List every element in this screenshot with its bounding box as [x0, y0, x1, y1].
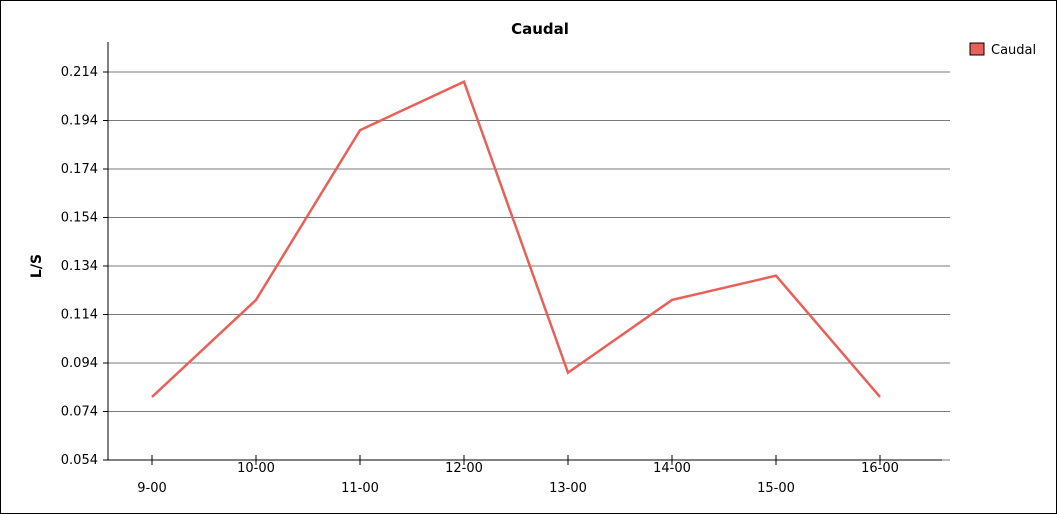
- y-tick-label: 0.094: [61, 356, 98, 371]
- y-tick-label: 0.174: [61, 162, 98, 177]
- legend-label-caudal: Caudal: [991, 43, 1036, 58]
- y-tick-label: 0.194: [61, 114, 98, 129]
- y-tick-label: 0.054: [61, 453, 98, 468]
- x-tick-labels: 9-00 10-00 11-00 12-00 13-00 14-00 15-00 16-00: [137, 455, 899, 496]
- legend-swatch-caudal: [969, 42, 985, 56]
- x-tick-label: 9-00: [137, 481, 167, 496]
- series-line-0: [151, 79, 881, 398]
- chart-title: Caudal: [511, 20, 569, 38]
- y-tick-label: 0.154: [61, 211, 98, 226]
- x-tick-label: 11-00: [341, 481, 379, 496]
- y-axis-label: L/S: [29, 254, 45, 278]
- x-tick-label: 13-00: [549, 481, 587, 496]
- legend: Caudal: [969, 42, 1036, 58]
- y-tick-labels: 0.054 0.074 0.094 0.114 0.134 0.154 0.174 0.194…: [61, 65, 108, 468]
- x-tick-label: 14-00: [653, 461, 691, 476]
- x-tick-label: 10-00: [237, 461, 275, 476]
- x-tick-label: 12-00: [445, 461, 483, 476]
- y-tick-label: 0.134: [61, 259, 98, 274]
- y-tick-label: 0.214: [61, 65, 98, 80]
- y-tick-label: 0.074: [61, 405, 98, 420]
- x-tick-label: 16-00: [861, 461, 899, 476]
- series-lines: [151, 79, 881, 398]
- y-tick-label: 0.114: [61, 308, 98, 323]
- x-tick-label: 15-00: [757, 481, 795, 496]
- axes: [107, 42, 942, 461]
